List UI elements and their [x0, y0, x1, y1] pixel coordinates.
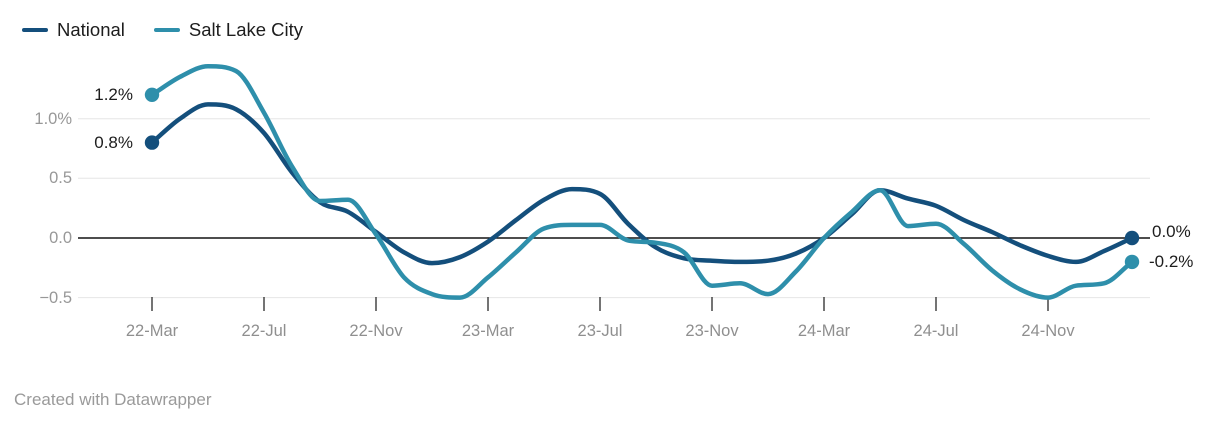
legend-label-national: National	[57, 19, 125, 40]
x-axis-label: 24-Jul	[913, 322, 959, 340]
y-axis-label: −0.5	[39, 288, 72, 307]
national-start-dot	[144, 135, 160, 150]
x-axis-label: 24-Nov	[1021, 322, 1075, 340]
salt-lake-city-end-dot	[1124, 254, 1140, 270]
x-axis-label: 23-Jul	[577, 322, 623, 340]
national-line	[149, 102, 1135, 266]
datawrapper-credit: Created with Datawrapper	[14, 390, 212, 409]
national-start-value: 0.8%	[94, 133, 133, 152]
national-end-value: 0.0%	[1152, 222, 1191, 241]
national-end-dot	[1124, 230, 1140, 246]
salt-lake-city-line-swatch	[153, 27, 180, 33]
salt-lake-city-end-value: -0.2%	[1149, 252, 1194, 271]
legend: National Salt Lake City	[22, 19, 332, 41]
y-axis-label: 1.0%	[34, 109, 72, 128]
salt-lake-city-start-value: 1.2%	[94, 85, 133, 104]
x-axis-label: 24-Mar	[797, 322, 851, 340]
x-axis-label: 22-Nov	[349, 322, 403, 340]
legend-label-salt-lake-city: Salt Lake City	[188, 19, 304, 40]
y-axis-label: 0.5	[49, 169, 72, 188]
salt-lake-city-line	[149, 63, 1135, 300]
legend-item-national: National	[22, 19, 125, 41]
x-axis-label: 23-Mar	[461, 322, 515, 340]
y-axis-label: 0.0	[49, 229, 72, 247]
x-axis-label: 22-Jul	[241, 322, 287, 340]
salt-lake-city-start-dot	[144, 87, 160, 103]
legend-item-salt-lake-city: Salt Lake City	[153, 19, 304, 41]
x-axis-label: 23-Nov	[685, 322, 739, 340]
national-line-swatch	[22, 27, 48, 33]
x-axis-label: 22-Mar	[125, 322, 179, 340]
